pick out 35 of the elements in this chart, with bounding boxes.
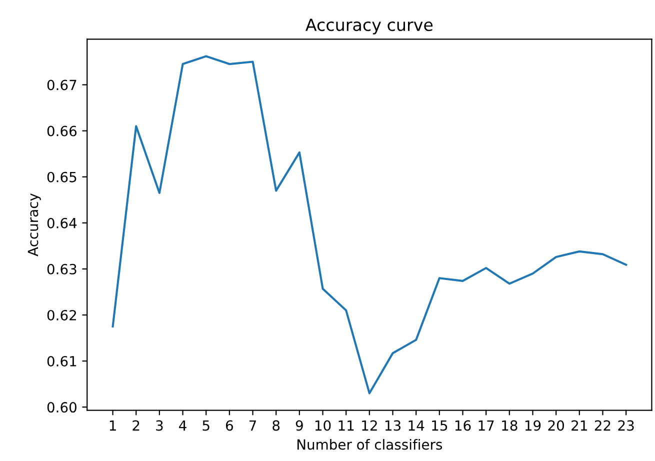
x-tick-label: 3 <box>156 420 163 431</box>
x-tick-label: 7 <box>249 420 256 431</box>
y-tick-label: 0.66 <box>47 126 77 136</box>
x-tick-label: 4 <box>179 420 186 431</box>
chart-title: Accuracy curve <box>306 18 433 34</box>
x-tick-label: 12 <box>362 420 377 431</box>
y-tick-label: 0.63 <box>47 264 76 274</box>
x-tick-label: 16 <box>455 420 471 431</box>
y-tick-label: 0.60 <box>47 402 76 413</box>
y-tick-label: 0.65 <box>47 172 76 182</box>
x-tick-label: 6 <box>226 420 233 431</box>
x-tick-label: 23 <box>618 420 634 431</box>
x-tick-label: 1 <box>110 420 116 431</box>
x-tick-label: 11 <box>338 420 354 431</box>
y-tick-label: 0.62 <box>47 310 76 320</box>
y-tick-label: 0.67 <box>47 80 76 90</box>
x-tick-label: 21 <box>572 420 587 431</box>
x-tick-label: 20 <box>548 420 564 431</box>
x-tick-label: 2 <box>132 420 140 431</box>
x-axis-title: Number of classifiers <box>297 439 442 450</box>
line-series <box>112 55 628 394</box>
x-tick-label: 15 <box>432 420 448 431</box>
x-tick-label: 18 <box>502 420 518 431</box>
x-tick-label: 14 <box>408 420 424 431</box>
x-tick-label: 19 <box>525 420 541 431</box>
x-tick-label: 5 <box>202 420 210 431</box>
y-tick-label: 0.61 <box>47 356 76 366</box>
x-tick-label: 17 <box>478 420 494 431</box>
y-tick-label: 0.64 <box>47 218 77 228</box>
x-tick-label: 9 <box>296 420 303 431</box>
x-tick-label: 13 <box>385 420 400 431</box>
x-tick-label: 22 <box>594 420 610 431</box>
x-tick-label: 8 <box>272 420 280 431</box>
x-tick-label: 10 <box>315 420 331 431</box>
y-axis-title: Accuracy <box>28 193 41 256</box>
